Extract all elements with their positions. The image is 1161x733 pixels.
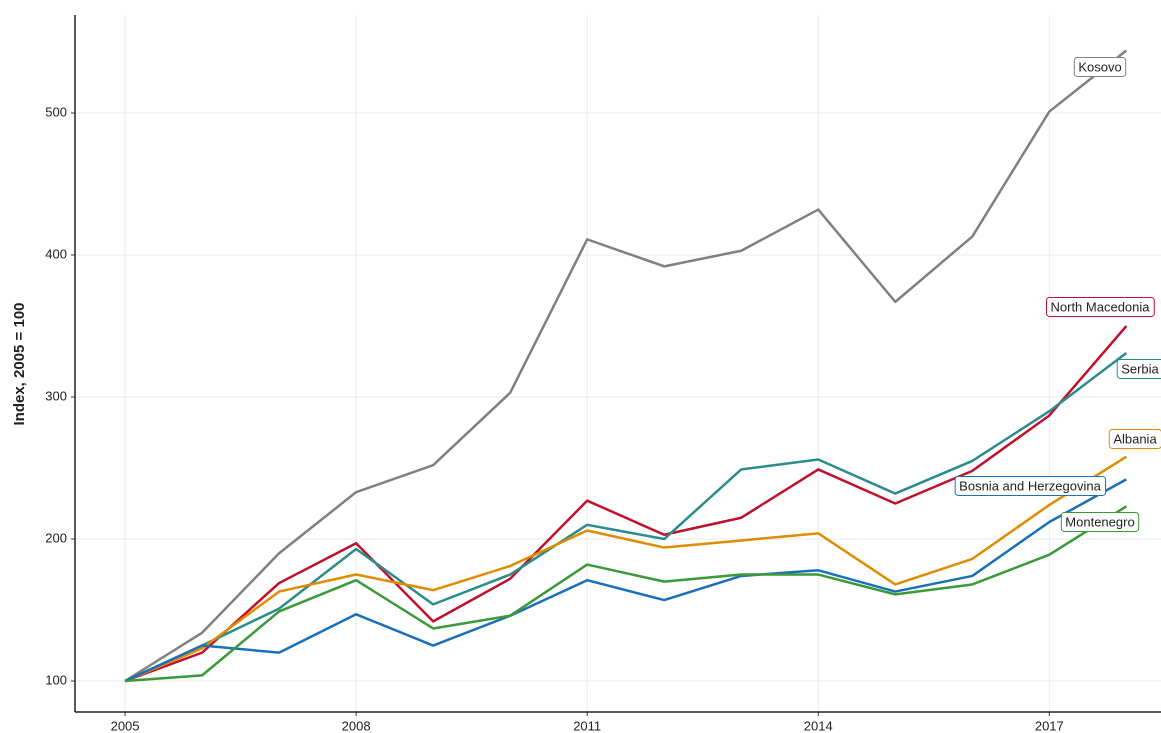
- label-box: [954, 475, 1107, 496]
- legend-label: North Macedonia: [1051, 299, 1151, 314]
- legend-label: Bosnia and Herzegovina: [959, 478, 1101, 493]
- legend-label: Kosovo: [1078, 59, 1121, 74]
- series-label: Albania: [1108, 428, 1161, 449]
- series-line: [124, 325, 1128, 683]
- x-tick-label: 2008: [342, 718, 371, 733]
- series-label: Kosovo: [1073, 56, 1127, 77]
- series-label: Montenegro: [1060, 511, 1140, 532]
- y-tick-label: 300: [45, 388, 67, 403]
- legend-label: Montenegro: [1065, 514, 1134, 529]
- label-box: [1046, 296, 1155, 317]
- label-box: [1060, 511, 1140, 532]
- legend-label: Albania: [1113, 431, 1157, 446]
- series-line: [124, 49, 1128, 683]
- series-line: [124, 505, 1128, 683]
- y-tick-label: 400: [45, 246, 67, 261]
- legend-label: Serbia: [1121, 361, 1159, 376]
- x-tick-label: 2011: [573, 718, 601, 733]
- y-tick-label: 500: [45, 104, 67, 119]
- x-tick-label: 2017: [1035, 718, 1064, 733]
- series-line: [124, 478, 1127, 683]
- series-line: [124, 455, 1128, 683]
- series-line: [124, 351, 1128, 683]
- series-label: Bosnia and Herzegovina: [954, 475, 1107, 496]
- label-box: [1108, 428, 1161, 449]
- label-box: [1073, 56, 1127, 77]
- x-tick-label: 2005: [111, 718, 140, 733]
- label-box: [1116, 358, 1161, 379]
- y-axis-label: Index, 2005 = 100: [11, 302, 28, 425]
- x-tick-label: 2014: [804, 718, 833, 733]
- y-tick-label: 100: [45, 672, 67, 687]
- y-tick-label: 200: [45, 530, 67, 545]
- series-label: North Macedonia: [1046, 296, 1155, 317]
- series-label: Serbia: [1116, 358, 1161, 379]
